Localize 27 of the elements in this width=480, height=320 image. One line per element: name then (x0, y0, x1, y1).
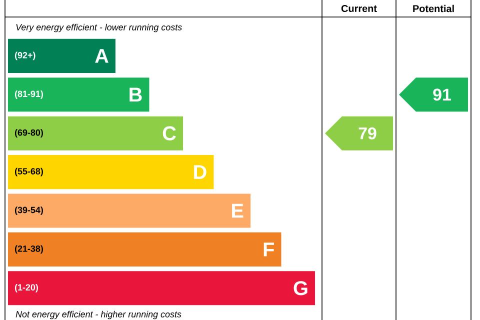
bar (8, 38, 116, 73)
bar (8, 271, 316, 306)
text: Potential (413, 4, 454, 12)
annotation: D (194, 165, 206, 179)
annotation: A (95, 49, 108, 63)
y-tick-label: (21-38) (14, 245, 43, 254)
bar (8, 155, 214, 190)
bar (8, 194, 251, 228)
bar (8, 232, 282, 266)
y-tick-label: (81-91) (14, 90, 43, 99)
bar (8, 116, 183, 150)
text: Not energy efficient - higher running costs (16, 310, 182, 320)
annotation: B (130, 88, 142, 102)
text: Current (341, 4, 377, 12)
y-tick-label: (39-54) (14, 206, 43, 215)
y-tick-label: (55-68) (14, 168, 43, 176)
text: 91 (433, 88, 451, 101)
bar (8, 78, 150, 112)
y-tick-label: (1-20) (14, 284, 38, 292)
annotation: G (294, 281, 308, 296)
text: Very energy efficient - lower running costs (16, 24, 182, 32)
annotation: C (162, 126, 176, 140)
annotation: F (264, 242, 274, 256)
annotation: E (232, 204, 244, 218)
text: 79 (358, 127, 376, 140)
y-tick-label: (69-80) (14, 129, 43, 138)
y-tick-label: (92+) (14, 52, 36, 60)
